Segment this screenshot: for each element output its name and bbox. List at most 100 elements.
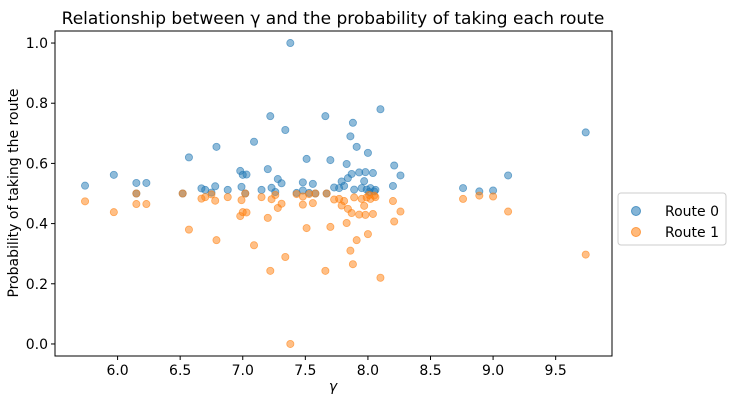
data-point-route-1 (376, 273, 385, 282)
y-tick-label: 0.2 (26, 277, 48, 293)
data-point-route-0 (350, 185, 359, 194)
data-point-route-1 (360, 201, 369, 210)
data-point-route-1 (311, 189, 320, 198)
data-point-route-1 (308, 199, 317, 208)
data-point-route-0 (132, 178, 141, 187)
data-point-route-1 (363, 230, 372, 239)
data-point-route-0 (361, 168, 370, 177)
x-axis: 6.0 6.5 7.0 7.5 8.0 8.5 9.0 9.5 (106, 356, 567, 379)
data-point-route-1 (142, 200, 151, 209)
data-point-route-1 (277, 199, 286, 208)
data-point-route-0 (347, 169, 356, 178)
data-point-route-1 (184, 225, 193, 234)
data-point-route-1 (340, 197, 349, 206)
data-point-route-1 (352, 236, 361, 245)
x-axis-label: γ (329, 379, 338, 395)
data-point-route-0 (250, 137, 259, 146)
y-tick-label: 0.6 (26, 156, 48, 172)
data-point-route-1 (475, 191, 484, 200)
data-point-route-1 (223, 193, 232, 202)
data-point-route-0 (281, 126, 290, 135)
data-point-route-0 (263, 165, 272, 174)
series-route-0 (81, 39, 590, 198)
data-point-route-1 (211, 196, 220, 205)
data-point-route-0 (360, 177, 369, 186)
data-point-route-1 (322, 189, 331, 198)
data-point-route-1 (237, 196, 246, 205)
data-point-route-1 (298, 200, 307, 209)
data-point-route-1 (390, 217, 399, 226)
x-tick-label: 7.5 (294, 363, 316, 379)
data-point-route-0 (211, 182, 220, 191)
data-point-route-0 (346, 132, 355, 141)
data-point-route-0 (326, 156, 335, 165)
data-point-route-1 (348, 260, 357, 269)
data-point-route-1 (346, 246, 355, 255)
data-point-route-0 (376, 105, 385, 114)
data-point-route-1 (342, 218, 351, 227)
x-tick-label: 8.0 (357, 363, 379, 379)
chart-title: Relationship between γ and the probabili… (62, 9, 605, 29)
y-axis-label: Probability of taking the route (6, 88, 22, 297)
data-point-route-1 (132, 200, 141, 209)
y-tick-label: 1.0 (26, 36, 48, 52)
data-point-route-0 (363, 148, 372, 157)
series-route-1 (81, 189, 590, 348)
data-point-route-0 (504, 171, 513, 180)
data-point-route-0 (459, 184, 468, 193)
data-point-route-1 (371, 193, 380, 202)
data-point-route-0 (396, 171, 405, 180)
data-point-route-0 (242, 170, 251, 179)
data-point-route-0 (321, 112, 330, 121)
data-point-route-0 (184, 153, 193, 162)
data-point-route-0 (348, 118, 357, 127)
data-point-route-0 (223, 185, 232, 194)
data-point-route-1 (321, 266, 330, 275)
data-point-route-0 (581, 128, 590, 137)
data-point-route-1 (271, 191, 280, 200)
y-tick-label: 0.4 (26, 217, 48, 233)
data-point-route-1 (361, 210, 370, 219)
data-point-route-1 (281, 252, 290, 261)
data-point-route-1 (207, 190, 216, 199)
data-point-route-0 (302, 154, 311, 163)
data-point-route-1 (504, 207, 513, 216)
x-tick-label: 6.5 (169, 363, 191, 379)
plot-area-frame (54, 30, 613, 357)
y-tick-label: 0.8 (26, 96, 48, 112)
legend-box (617, 192, 727, 246)
points-layer (81, 39, 590, 348)
data-point-route-0 (81, 181, 90, 190)
data-point-route-0 (352, 142, 361, 151)
data-point-route-1 (242, 208, 251, 217)
data-point-route-0 (342, 160, 351, 169)
data-point-route-0 (266, 112, 275, 121)
data-point-route-1 (326, 222, 335, 231)
data-point-route-1 (347, 209, 356, 218)
data-point-route-0 (298, 178, 307, 187)
data-point-route-1 (459, 194, 468, 203)
data-point-route-1 (81, 197, 90, 206)
data-point-route-0 (277, 179, 286, 188)
x-tick-label: 6.0 (106, 363, 128, 379)
data-point-route-0 (308, 179, 317, 188)
data-point-route-1 (250, 241, 259, 250)
data-point-route-1 (368, 209, 377, 218)
data-point-route-1 (109, 208, 118, 217)
data-point-route-1 (212, 236, 221, 245)
data-point-route-1 (581, 250, 590, 259)
data-point-route-0 (237, 182, 246, 191)
x-tick-label: 9.0 (482, 363, 504, 379)
legend-label-route-0: Route 0 (665, 204, 719, 220)
data-point-route-1 (263, 213, 272, 222)
data-point-route-1 (489, 192, 498, 201)
data-point-route-0 (340, 181, 349, 190)
data-point-route-1 (388, 197, 397, 206)
data-point-route-0 (390, 161, 399, 170)
data-point-route-0 (212, 142, 221, 151)
data-point-route-1 (350, 193, 359, 202)
data-point-route-0 (388, 181, 397, 190)
y-axis: 0.0 0.2 0.4 0.6 0.8 1.0 (26, 36, 55, 353)
data-point-route-1 (178, 189, 187, 198)
